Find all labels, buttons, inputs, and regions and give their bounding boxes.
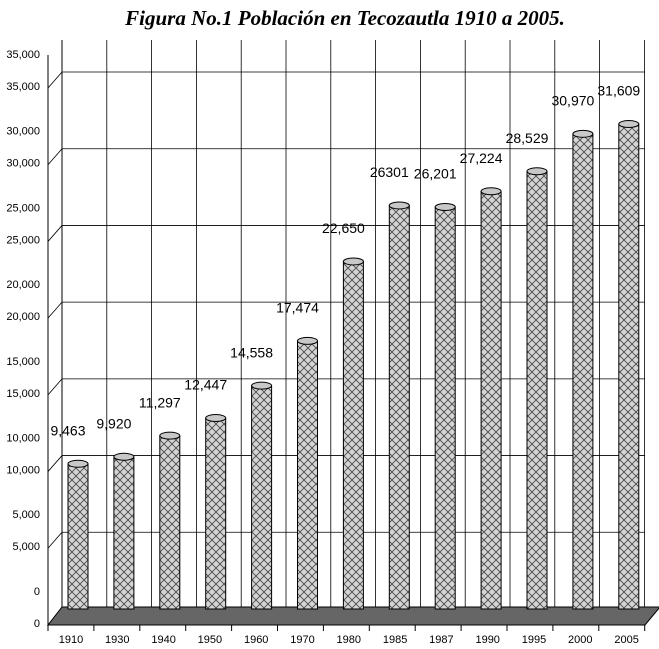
- floor: [46, 606, 659, 626]
- bar: [113, 456, 135, 610]
- y-tick-label: 25,000: [6, 202, 40, 214]
- value-label: 11,297: [139, 394, 181, 410]
- value-label: 14,558: [230, 344, 273, 360]
- x-tick-label: 1985: [383, 634, 407, 646]
- value-label: 28,529: [506, 130, 549, 146]
- bar: [434, 206, 456, 610]
- x-tick-label: 1910: [59, 634, 83, 646]
- value-label: 30,970: [551, 93, 594, 109]
- bar: [159, 435, 181, 610]
- bar-top: [251, 381, 273, 390]
- x-tick-label: 1940: [151, 634, 175, 646]
- x-tick-label: 1960: [244, 634, 268, 646]
- bar: [526, 170, 548, 610]
- value-label: 26301: [370, 164, 409, 180]
- y-tick-label: 10,000: [6, 464, 40, 476]
- y-tick-label: 35,000: [6, 49, 40, 61]
- bar: [251, 385, 273, 610]
- bar: [480, 190, 502, 610]
- y-tick-label: 25,000: [6, 234, 40, 246]
- y-tick-label: 15,000: [6, 388, 40, 400]
- bar-top: [342, 257, 364, 266]
- grid-line-side: [47, 378, 63, 396]
- y-tick-label: 20,000: [6, 279, 40, 291]
- x-tick-label: 1990: [475, 634, 499, 646]
- bar: [572, 133, 594, 610]
- x-tick-label: 1970: [290, 634, 314, 646]
- value-label: 17,474: [276, 300, 319, 316]
- grid-line-side: [47, 301, 63, 319]
- bar-top: [113, 452, 135, 461]
- x-tick-label: 1987: [429, 634, 453, 646]
- x-tick-label: 1950: [198, 634, 222, 646]
- bar-top: [205, 414, 227, 423]
- bar-top: [297, 336, 318, 345]
- value-label: 12,447: [184, 377, 227, 393]
- x-tick-label: 1980: [337, 634, 361, 646]
- y-tick-label: 5,000: [12, 509, 40, 521]
- bar: [205, 417, 227, 610]
- bar-top: [618, 120, 640, 129]
- x-tick-label: 2005: [614, 634, 638, 646]
- value-label: 9,463: [50, 423, 85, 439]
- x-tick-label: 1995: [522, 634, 546, 646]
- bar: [297, 340, 318, 610]
- y-tick-label: 10,000: [6, 432, 40, 444]
- bar-top: [388, 201, 410, 210]
- bar-top: [67, 459, 89, 468]
- x-tick-label: 2000: [568, 634, 592, 646]
- y-tick-label: 20,000: [6, 311, 40, 323]
- bar: [342, 260, 364, 610]
- y-tick-label: 0: [34, 586, 40, 598]
- value-label: 31,609: [597, 83, 640, 99]
- grid-line-side: [47, 71, 63, 89]
- bar-top: [480, 187, 502, 196]
- grid-line-side: [47, 532, 63, 549]
- y-tick-label: 30,000: [6, 126, 40, 138]
- y-tick-label: 5,000: [12, 541, 40, 553]
- bar: [618, 123, 640, 610]
- grid-line-side: [47, 148, 63, 165]
- grid-line-side: [47, 455, 63, 472]
- y-tick-label: 30,000: [6, 158, 40, 170]
- value-label: 26,201: [414, 166, 457, 182]
- bar-top: [572, 129, 594, 138]
- grid-line-side: [47, 225, 63, 242]
- y-tick-label: 0: [34, 618, 40, 630]
- bar-top: [526, 167, 548, 176]
- y-tick-label: 35,000: [6, 81, 40, 93]
- bar-top: [159, 431, 181, 440]
- bar: [388, 204, 410, 610]
- value-label: 9,920: [96, 416, 131, 432]
- bar: [67, 463, 89, 610]
- chart-title: Figura No.1 Población en Tecozautla 1910…: [124, 6, 565, 30]
- x-tick-label: 1930: [105, 634, 129, 646]
- value-label: 22,650: [322, 220, 365, 236]
- y-tick-label: 15,000: [6, 356, 40, 368]
- value-label: 27,224: [460, 150, 503, 166]
- bar-top: [434, 203, 456, 212]
